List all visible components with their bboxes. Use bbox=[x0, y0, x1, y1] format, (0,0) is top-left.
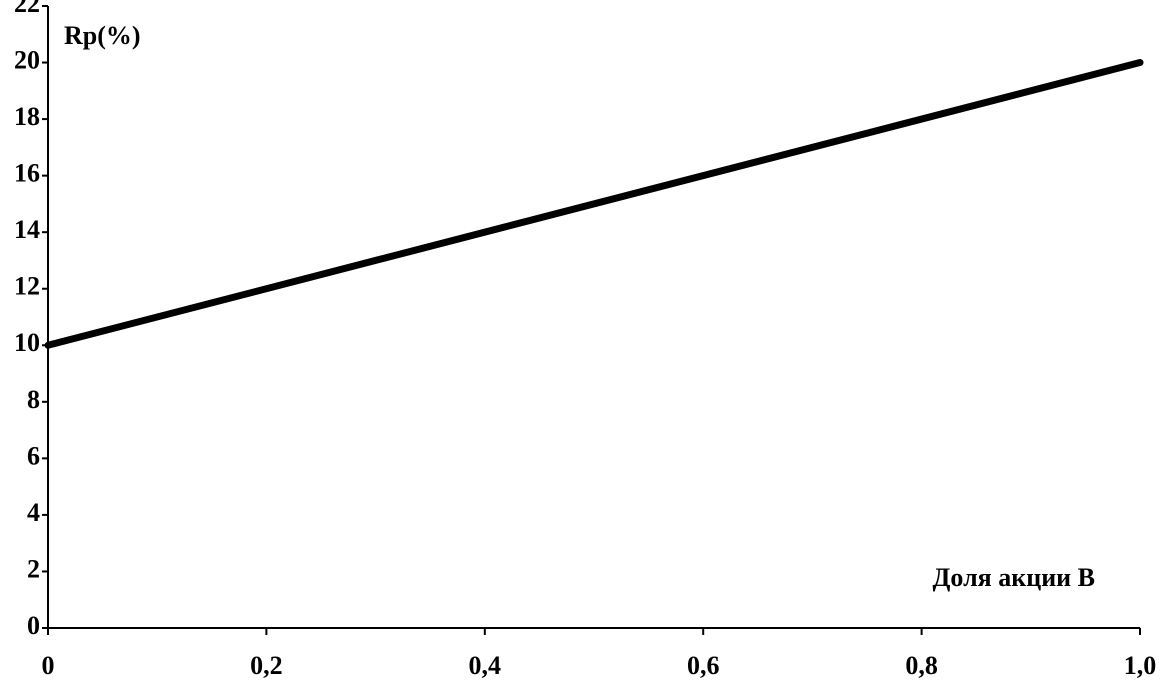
x-tick-label: 0,4 bbox=[469, 651, 502, 680]
y-tick-label: 6 bbox=[27, 441, 40, 470]
x-tick-label: 0,2 bbox=[250, 651, 283, 680]
x-axis-label: Доля акции В bbox=[933, 563, 1095, 592]
y-tick-label: 2 bbox=[27, 554, 40, 583]
y-tick-label: 20 bbox=[14, 46, 40, 75]
x-tick-label: 0 bbox=[42, 651, 55, 680]
y-tick-label: 4 bbox=[27, 498, 40, 527]
x-tick-label: 0,6 bbox=[687, 651, 720, 680]
x-tick-label: 1,0 bbox=[1124, 651, 1157, 680]
y-tick-label: 22 bbox=[14, 0, 40, 18]
x-tick-label: 0,8 bbox=[905, 651, 938, 680]
y-tick-label: 14 bbox=[14, 215, 40, 244]
y-tick-label: 16 bbox=[14, 159, 40, 188]
y-tick-label: 18 bbox=[14, 102, 40, 131]
y-axis-label: Rp(%) bbox=[64, 21, 141, 50]
y-tick-label: 0 bbox=[27, 611, 40, 640]
data-line bbox=[44, 59, 1144, 349]
y-tick-label: 10 bbox=[14, 328, 40, 357]
y-tick-label: 12 bbox=[14, 272, 40, 301]
y-tick-label: 8 bbox=[27, 385, 40, 414]
